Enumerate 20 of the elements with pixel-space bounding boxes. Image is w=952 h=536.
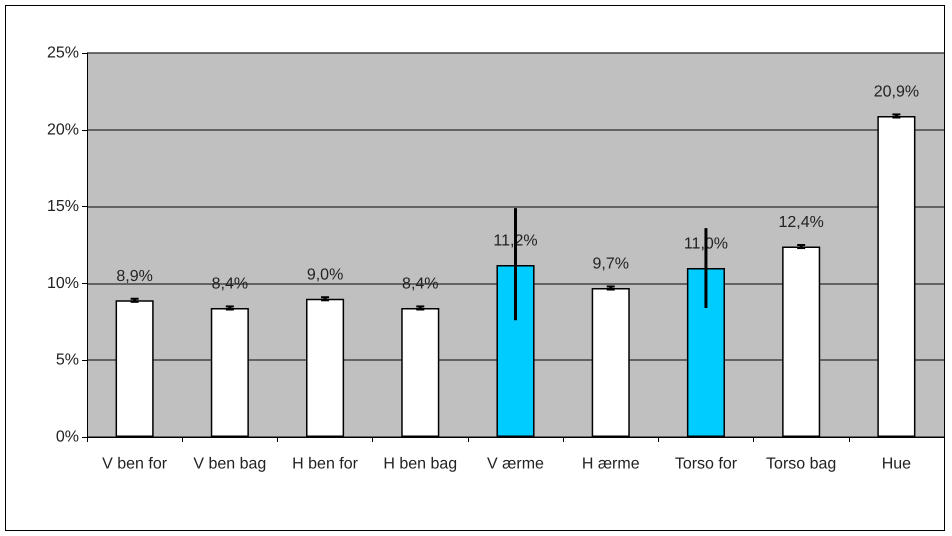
x-tick-label: Torso bag <box>766 456 836 472</box>
y-tick-label: 10% <box>46 274 79 292</box>
x-tick-label: Torso for <box>674 456 738 472</box>
x-tick-label: H ben for <box>292 456 359 472</box>
data-label: 9,0% <box>306 266 344 284</box>
data-label: 8,9% <box>116 268 153 285</box>
data-label: 9,7% <box>592 256 629 273</box>
x-tick-label: V ben for <box>102 456 168 472</box>
y-tick-label: 20% <box>46 121 79 138</box>
data-label: 12,4% <box>778 214 824 232</box>
x-tick-label: V ben bag <box>193 456 266 472</box>
data-label: 20,9% <box>874 83 920 100</box>
y-tick-label: 0% <box>56 428 79 446</box>
x-tick-label: H ben bag <box>383 456 458 472</box>
y-tick-label: 5% <box>56 352 79 369</box>
y-tick-label: 15% <box>46 198 79 216</box>
y-tick-label: 25% <box>46 44 79 62</box>
x-tick-label: V ærme <box>487 456 544 472</box>
x-tick-label: H ærme <box>582 456 640 472</box>
x-tick-label: Hue <box>882 456 912 472</box>
